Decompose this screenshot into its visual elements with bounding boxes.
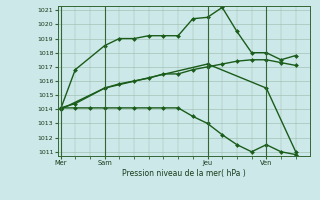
X-axis label: Pression niveau de la mer( hPa ): Pression niveau de la mer( hPa ) (122, 169, 246, 178)
